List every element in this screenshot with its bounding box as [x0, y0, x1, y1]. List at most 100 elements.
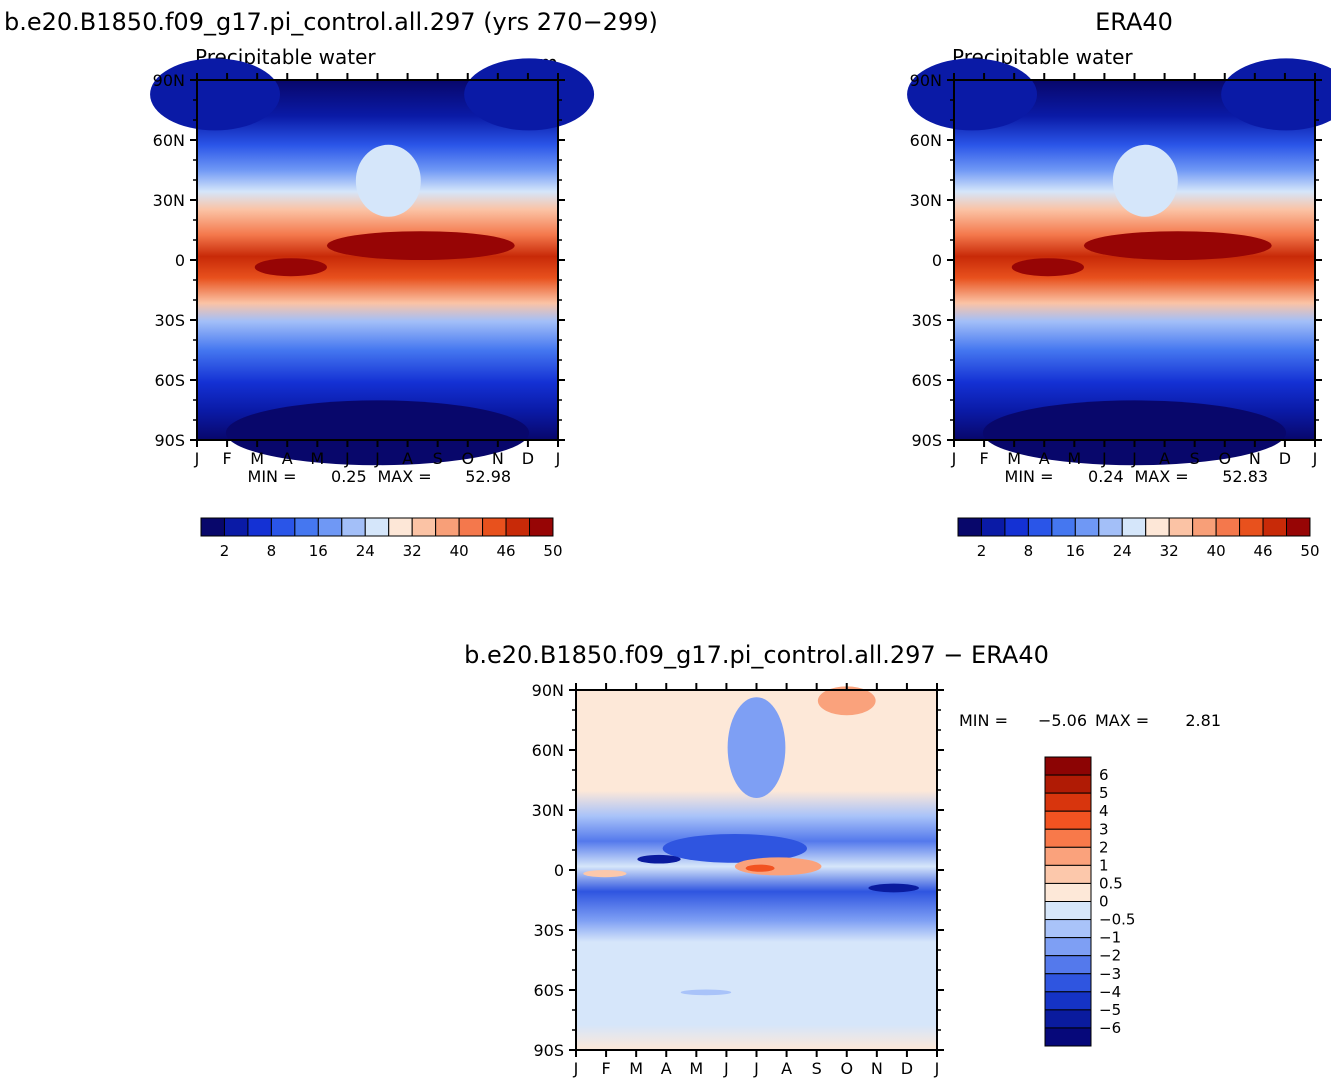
northern-summer-band — [355, 144, 421, 217]
colorbar-swatch — [435, 517, 460, 537]
field-background — [954, 80, 1315, 440]
panel-title: b.e20.B1850.f09_g17.pi_control.all.297 (… — [4, 8, 658, 36]
dry-core-south — [868, 883, 919, 893]
colorbar-swatch — [1044, 810, 1092, 830]
arctic-winter-low — [464, 58, 595, 131]
max-label: MAX = — [1095, 711, 1149, 730]
max-value: 52.98 — [465, 467, 511, 486]
arctic-wet-patch — [817, 686, 876, 716]
northern-tropics-dry-bias — [662, 834, 808, 863]
colorbar-label: −5 — [1099, 1001, 1121, 1019]
x-tick-label: O — [461, 449, 474, 468]
x-tick-label: D — [901, 1059, 913, 1078]
colorbar-swatch — [223, 517, 249, 537]
y-tick-label: 90N — [153, 71, 185, 90]
x-tick-label: A — [1159, 449, 1170, 468]
plot-frame — [953, 79, 1316, 441]
y-tick-label: 30N — [153, 191, 185, 210]
x-tick-label: F — [979, 449, 988, 468]
y-tick-label: 0 — [554, 861, 564, 880]
x-tick-label: A — [402, 449, 413, 468]
y-tick-label: 60S — [533, 981, 564, 1000]
colorbar-swatch — [1027, 517, 1053, 537]
colorbar-label: 50 — [543, 542, 562, 560]
colorbar-swatch — [411, 517, 437, 537]
colorbar-swatch — [1051, 517, 1076, 537]
colorbar-label: 0 — [1099, 893, 1109, 911]
y-tick-label: 0 — [175, 251, 185, 270]
colorbar-swatch — [1044, 901, 1092, 921]
dry-core — [637, 854, 681, 864]
colorbar-label: 2 — [1099, 838, 1109, 856]
colorbar-swatch — [980, 517, 1006, 537]
plot-frame — [196, 79, 559, 441]
y-tick-label: 30S — [154, 311, 185, 330]
equatorial-maximum-south — [1011, 258, 1084, 277]
wet-bias-west — [583, 870, 627, 878]
x-tick-label: J — [374, 449, 380, 468]
colorbar-label: 32 — [1160, 542, 1179, 560]
equatorial-maximum — [1083, 231, 1272, 260]
colorbar-label: −4 — [1099, 983, 1121, 1001]
x-tick-label: O — [840, 1059, 853, 1078]
colorbar-swatch — [364, 517, 390, 537]
x-tick-label: J — [934, 1059, 940, 1078]
colorbar-label: 46 — [496, 542, 515, 560]
x-tick-label: S — [1190, 449, 1200, 468]
colorbar-label: −2 — [1099, 947, 1121, 965]
colorbar-label: 4 — [1099, 802, 1109, 820]
x-tick-label: J — [573, 1059, 579, 1078]
x-tick-label: N — [492, 449, 504, 468]
y-tick-label: 60S — [911, 371, 942, 390]
colorbar-label: 8 — [267, 542, 277, 560]
x-tick-label: M — [1067, 449, 1081, 468]
colorbar-label: 2 — [220, 542, 230, 560]
antarctic-low — [225, 400, 530, 466]
min-label: MIN = — [248, 467, 297, 486]
x-tick-label: N — [871, 1059, 883, 1078]
colorbar-swatch — [1044, 756, 1092, 776]
y-tick-label: 90N — [910, 71, 942, 90]
max-value: 52.83 — [1222, 467, 1268, 486]
colorbar-label: 16 — [1066, 542, 1085, 560]
southern-dry-patch — [680, 989, 732, 996]
colorbar-swatch — [1074, 517, 1100, 537]
min-label: MIN = — [959, 711, 1008, 730]
colorbar-label: 2 — [977, 542, 987, 560]
colorbar-label: 1 — [1099, 856, 1109, 874]
x-tick-label: A — [661, 1059, 672, 1078]
x-tick-label: M — [689, 1059, 703, 1078]
y-tick-label: 60N — [532, 741, 564, 760]
colorbar-swatch — [482, 517, 507, 537]
y-tick-label: 90N — [532, 681, 564, 700]
x-tick-label: J — [723, 1059, 729, 1078]
plot-frame — [575, 689, 938, 1051]
colorbar-swatch — [1192, 517, 1217, 537]
colorbar-swatch — [1168, 517, 1194, 537]
panel-model: b.e20.B1850.f09_g17.pi_control.all.297 (… — [4, 8, 658, 560]
colorbar-label: 24 — [1113, 542, 1132, 560]
colorbar-swatch — [341, 517, 366, 537]
colorbar-label: 3 — [1099, 820, 1109, 838]
colorbar-label: 8 — [1024, 542, 1034, 560]
x-tick-label: J — [194, 449, 200, 468]
colorbar-label: −0.5 — [1099, 911, 1135, 929]
northern-summer-band — [1112, 144, 1178, 217]
x-tick-label: A — [781, 1059, 792, 1078]
arctic-winter-low — [1221, 58, 1331, 131]
x-tick-label: O — [1218, 449, 1231, 468]
y-tick-label: 90S — [911, 431, 942, 450]
min-label: MIN = — [1005, 467, 1054, 486]
panel-difference: b.e20.B1850.f09_g17.pi_control.all.297 −… — [464, 641, 1221, 1078]
colorbar-swatch — [1239, 517, 1264, 537]
colorbar-swatch — [1262, 517, 1288, 537]
max-label: MAX = — [1135, 467, 1189, 486]
colorbar-label: 46 — [1253, 542, 1272, 560]
y-tick-label: 60N — [153, 131, 185, 150]
colorbar-swatch — [1098, 517, 1123, 537]
colorbar-swatch — [1145, 517, 1170, 537]
arctic-winter-low — [907, 58, 1038, 131]
colorbar-swatch — [1044, 1009, 1092, 1029]
min-value: 0.25 — [331, 467, 367, 486]
